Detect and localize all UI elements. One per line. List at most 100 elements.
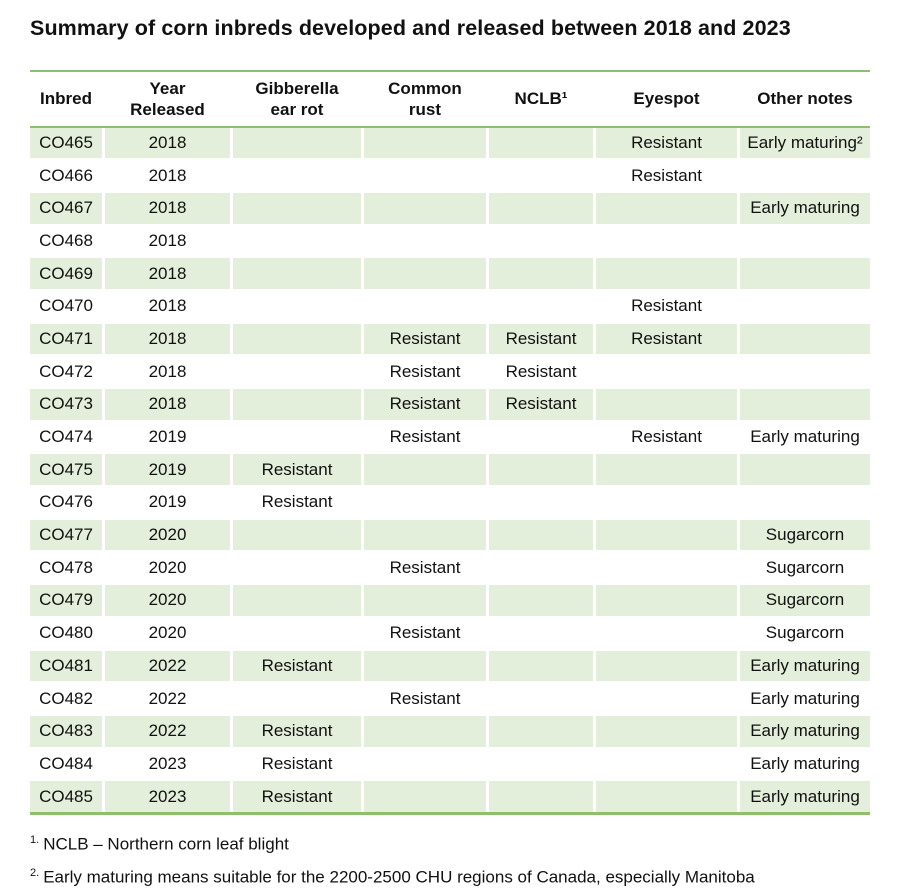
table-cell-year: 2022 xyxy=(148,688,187,708)
table-cell-other-notes xyxy=(740,258,870,289)
inbred-summary-table: Inbred Year Released Gibberella ear rot … xyxy=(30,70,870,815)
table-cell-inbred: CO466 xyxy=(39,165,93,185)
table-row: CO475 2019 Resistant xyxy=(30,454,870,486)
table-cell-other-notes: Early maturing xyxy=(740,715,870,747)
footnote-nclb: 1. NCLB – Northern corn leaf blight xyxy=(30,834,755,855)
table-cell-common-rust: Resistant xyxy=(389,623,461,643)
table-cell-gibberella xyxy=(233,192,361,224)
table-cell-other-notes: Early maturing xyxy=(750,688,860,708)
table-cell-eyespot: Resistant xyxy=(631,165,702,185)
table-cell-other-notes xyxy=(740,454,870,486)
table-cell-eyespot xyxy=(596,192,737,224)
table-cell-inbred: CO483 xyxy=(30,715,102,747)
table-cell-eyespot xyxy=(596,389,737,420)
table-cell-other-notes xyxy=(740,160,870,191)
table-cell-inbred: CO485 xyxy=(30,781,102,812)
table-cell-other-notes: Sugarcorn xyxy=(740,585,870,616)
table-cell-nclb xyxy=(489,160,593,191)
table-cell-year: 2018 xyxy=(148,361,187,381)
table-cell-gibberella xyxy=(233,618,361,649)
table-cell-nclb xyxy=(489,552,593,583)
footnote-marker: 1. xyxy=(30,834,40,846)
column-header-inbred: Inbred xyxy=(40,89,92,109)
table-cell-common-rust xyxy=(364,585,486,616)
table-cell-other-notes: Early maturing xyxy=(740,192,870,224)
table-cell-year: 2018 xyxy=(105,127,230,159)
table-cell-nclb xyxy=(489,650,593,682)
table-cell-year: 2018 xyxy=(105,389,230,420)
table-cell-year: 2018 xyxy=(148,296,187,316)
table-cell-eyespot xyxy=(596,519,737,551)
table-cell-eyespot xyxy=(596,356,737,387)
table-body: CO465 2018 Resistant Early maturing² CO4… xyxy=(30,127,870,812)
table-cell-gibberella xyxy=(233,585,361,616)
table-cell-common-rust xyxy=(364,519,486,551)
table-cell-year: 2019 xyxy=(105,454,230,486)
table-cell-gibberella: Resistant xyxy=(233,454,361,486)
table-row: CO471 2018 Resistant Resistant Resistant xyxy=(30,323,870,355)
table-cell-common-rust: Resistant xyxy=(364,323,486,355)
table-cell-nclb xyxy=(489,258,593,289)
table-cell-common-rust: Resistant xyxy=(389,557,461,577)
table-cell-year: 2023 xyxy=(105,781,230,812)
table-cell-gibberella xyxy=(233,519,361,551)
table-cell-year: 2022 xyxy=(105,650,230,682)
table-cell-eyespot xyxy=(596,585,737,616)
table-cell-nclb xyxy=(489,715,593,747)
table-cell-other-notes: Early maturing xyxy=(750,427,860,447)
table-cell-gibberella xyxy=(233,291,361,322)
table-cell-other-notes: Early maturing xyxy=(740,650,870,682)
table-cell-inbred: CO475 xyxy=(30,454,102,486)
column-header-gibberella: Gibberella ear rot xyxy=(255,78,339,119)
table-cell-nclb xyxy=(489,519,593,551)
table-cell-eyespot xyxy=(596,650,737,682)
table-cell-nclb: Resistant xyxy=(489,323,593,355)
table-cell-other-notes xyxy=(740,323,870,355)
table-cell-nclb xyxy=(489,585,593,616)
table-cell-nclb xyxy=(489,749,593,780)
footnote-text: NCLB – Northern corn leaf blight xyxy=(43,834,289,854)
table-cell-common-rust xyxy=(364,291,486,322)
table-cell-common-rust xyxy=(364,454,486,486)
table-cell-nclb xyxy=(489,226,593,257)
table-cell-year: 2022 xyxy=(105,715,230,747)
table-cell-other-notes xyxy=(740,487,870,518)
table-cell-year: 2018 xyxy=(105,192,230,224)
table-row: CO484 2023 Resistant Early maturing xyxy=(30,749,870,780)
table-cell-inbred: CO477 xyxy=(30,519,102,551)
table-cell-year: 2018 xyxy=(105,323,230,355)
table-cell-year: 2019 xyxy=(148,492,187,512)
footnote-text: Early maturing means suitable for the 22… xyxy=(43,867,755,887)
table-cell-nclb xyxy=(489,422,593,453)
table-cell-year: 2023 xyxy=(148,753,187,773)
table-cell-common-rust: Resistant xyxy=(364,389,486,420)
table-cell-other-notes: Sugarcorn xyxy=(765,557,845,577)
column-header-year: Year Released xyxy=(130,78,205,119)
table-cell-gibberella xyxy=(233,323,361,355)
column-header-nclb: NCLB¹ xyxy=(514,89,568,109)
table-cell-other-notes: Early maturing² xyxy=(740,127,870,159)
column-header-eyespot: Eyespot xyxy=(633,89,700,109)
table-cell-gibberella xyxy=(233,552,361,583)
table-cell-eyespot: Resistant xyxy=(596,323,737,355)
table-cell-other-notes xyxy=(740,356,870,387)
table-cell-year: 2020 xyxy=(148,623,187,643)
table-cell-common-rust: Resistant xyxy=(389,688,461,708)
table-cell-gibberella xyxy=(233,422,361,453)
table-cell-nclb xyxy=(489,487,593,518)
table-row: CO479 2020 Sugarcorn xyxy=(30,585,870,616)
table-cell-other-notes xyxy=(740,291,870,322)
table-cell-gibberella xyxy=(233,226,361,257)
table-cell-eyespot xyxy=(596,454,737,486)
table-cell-gibberella xyxy=(233,356,361,387)
table-cell-gibberella: Resistant xyxy=(233,650,361,682)
table-cell-common-rust xyxy=(364,160,486,191)
footnote-early-maturing: 2. Early maturing means suitable for the … xyxy=(30,867,755,888)
table-row: CO483 2022 Resistant Early maturing xyxy=(30,715,870,747)
table-cell-common-rust: Resistant xyxy=(389,427,461,447)
table-cell-inbred: CO472 xyxy=(39,361,93,381)
page-title: Summary of corn inbreds developed and re… xyxy=(30,16,791,40)
table-row: CO478 2020 Resistant Sugarcorn xyxy=(30,552,870,583)
table-cell-common-rust xyxy=(364,226,486,257)
